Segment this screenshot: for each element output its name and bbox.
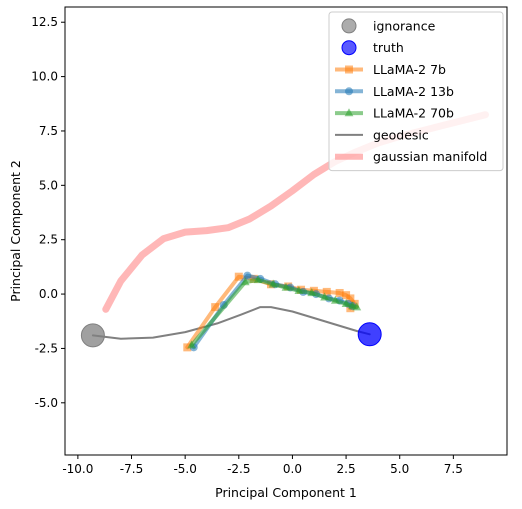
llama-2-70b-point xyxy=(341,299,351,308)
y-tick-label: -2.5 xyxy=(35,341,58,355)
legend-label: LLaMA-2 13b xyxy=(373,84,454,99)
llama-2-7b-point xyxy=(342,291,351,300)
llama-2-70b-point xyxy=(352,302,362,311)
legend: ignorance truth LLaMA-2 7b LLaMA-2 13b LLaMA… xyxy=(328,11,504,172)
geodesic-line xyxy=(91,306,371,340)
legend-label: LLaMA-2 70b xyxy=(373,106,454,121)
legend-item-truth: truth xyxy=(341,40,404,56)
x-axis: -10.0 -7.5 -5.0 -2.5 0.0 2.5 5.0 7.5 xyxy=(62,455,463,476)
legend-item-ignorance: ignorance xyxy=(341,18,436,34)
series-ignorance xyxy=(80,323,105,348)
legend-swatch xyxy=(341,18,357,34)
legend-label: LLaMA-2 7b xyxy=(373,62,446,77)
x-axis-label: Principal Component 1 xyxy=(215,485,357,500)
llama-2-70b-point xyxy=(307,288,317,297)
x-tick-label: 7.5 xyxy=(444,462,463,476)
legend-item-gaussian-manifold: gaussian manifold xyxy=(335,149,487,164)
llama-2-70b-point xyxy=(330,295,340,304)
ignorance-point xyxy=(80,323,105,348)
x-tick-label: -10.0 xyxy=(62,462,93,476)
series-llama-2-70b xyxy=(187,275,362,349)
legend-llama-2-13b-point xyxy=(345,87,353,96)
llama-2-7b-point xyxy=(183,343,192,352)
legend-item-geodesic: geodesic xyxy=(335,127,429,142)
llama-2-70b-point xyxy=(281,282,291,291)
y-tick-label: 0.0 xyxy=(39,287,58,301)
x-tick-label: -7.5 xyxy=(120,462,143,476)
legend-label: geodesic xyxy=(373,127,429,142)
llama-2-70b-point xyxy=(187,340,196,349)
legend-llama-2-7b-point xyxy=(345,65,353,74)
llama-2-70b-point xyxy=(268,279,278,288)
llama-2-7b-point xyxy=(335,288,344,297)
x-tick-label: 2.5 xyxy=(337,462,356,476)
llama-2-7b-point xyxy=(234,272,243,281)
series-truth xyxy=(357,322,382,347)
x-tick-label: -5.0 xyxy=(173,462,196,476)
y-tick-label: 12.5 xyxy=(31,15,58,29)
y-tick-label: 10.0 xyxy=(31,70,58,84)
legend-item-llama-2-7b: LLaMA-2 7b xyxy=(335,62,446,77)
legend-llama-2-70b-point xyxy=(344,108,354,117)
llama-2-70b-point xyxy=(294,286,304,295)
llama-2-7b-point xyxy=(346,294,355,303)
legend-item-llama-2-70b: LLaMA-2 70b xyxy=(335,106,454,121)
y-tick-label: 5.0 xyxy=(39,178,58,192)
legend-label: gaussian manifold xyxy=(373,149,487,164)
legend-label: truth xyxy=(373,40,404,55)
series-geodesic xyxy=(91,306,371,340)
legend-item-llama-2-13b: LLaMA-2 13b xyxy=(335,84,454,99)
legend-swatch xyxy=(341,40,357,56)
llama-2-70b-point xyxy=(240,277,250,286)
llama-2-7b-point xyxy=(322,287,331,296)
llama-2-70b-point xyxy=(320,292,330,301)
x-tick-label: 0.0 xyxy=(283,462,302,476)
y-tick-label: 2.5 xyxy=(39,233,58,247)
y-axis: -5.0 -2.5 0.0 2.5 5.0 7.5 10.0 12.5 xyxy=(31,15,65,410)
legend-label: ignorance xyxy=(373,18,436,33)
llama-2-7b-point xyxy=(211,303,220,312)
y-tick-label: -5.0 xyxy=(35,396,58,410)
x-tick-label: -2.5 xyxy=(227,462,250,476)
y-tick-label: 7.5 xyxy=(39,124,58,138)
llama-2-13b-point xyxy=(243,271,252,280)
legend-box xyxy=(328,11,504,172)
plot-frame xyxy=(64,6,508,456)
llama-2-70b-point xyxy=(253,275,263,284)
x-tick-label: 5.0 xyxy=(390,462,409,476)
truth-point xyxy=(357,322,382,347)
y-axis-label: Principal Component 2 xyxy=(8,160,23,302)
